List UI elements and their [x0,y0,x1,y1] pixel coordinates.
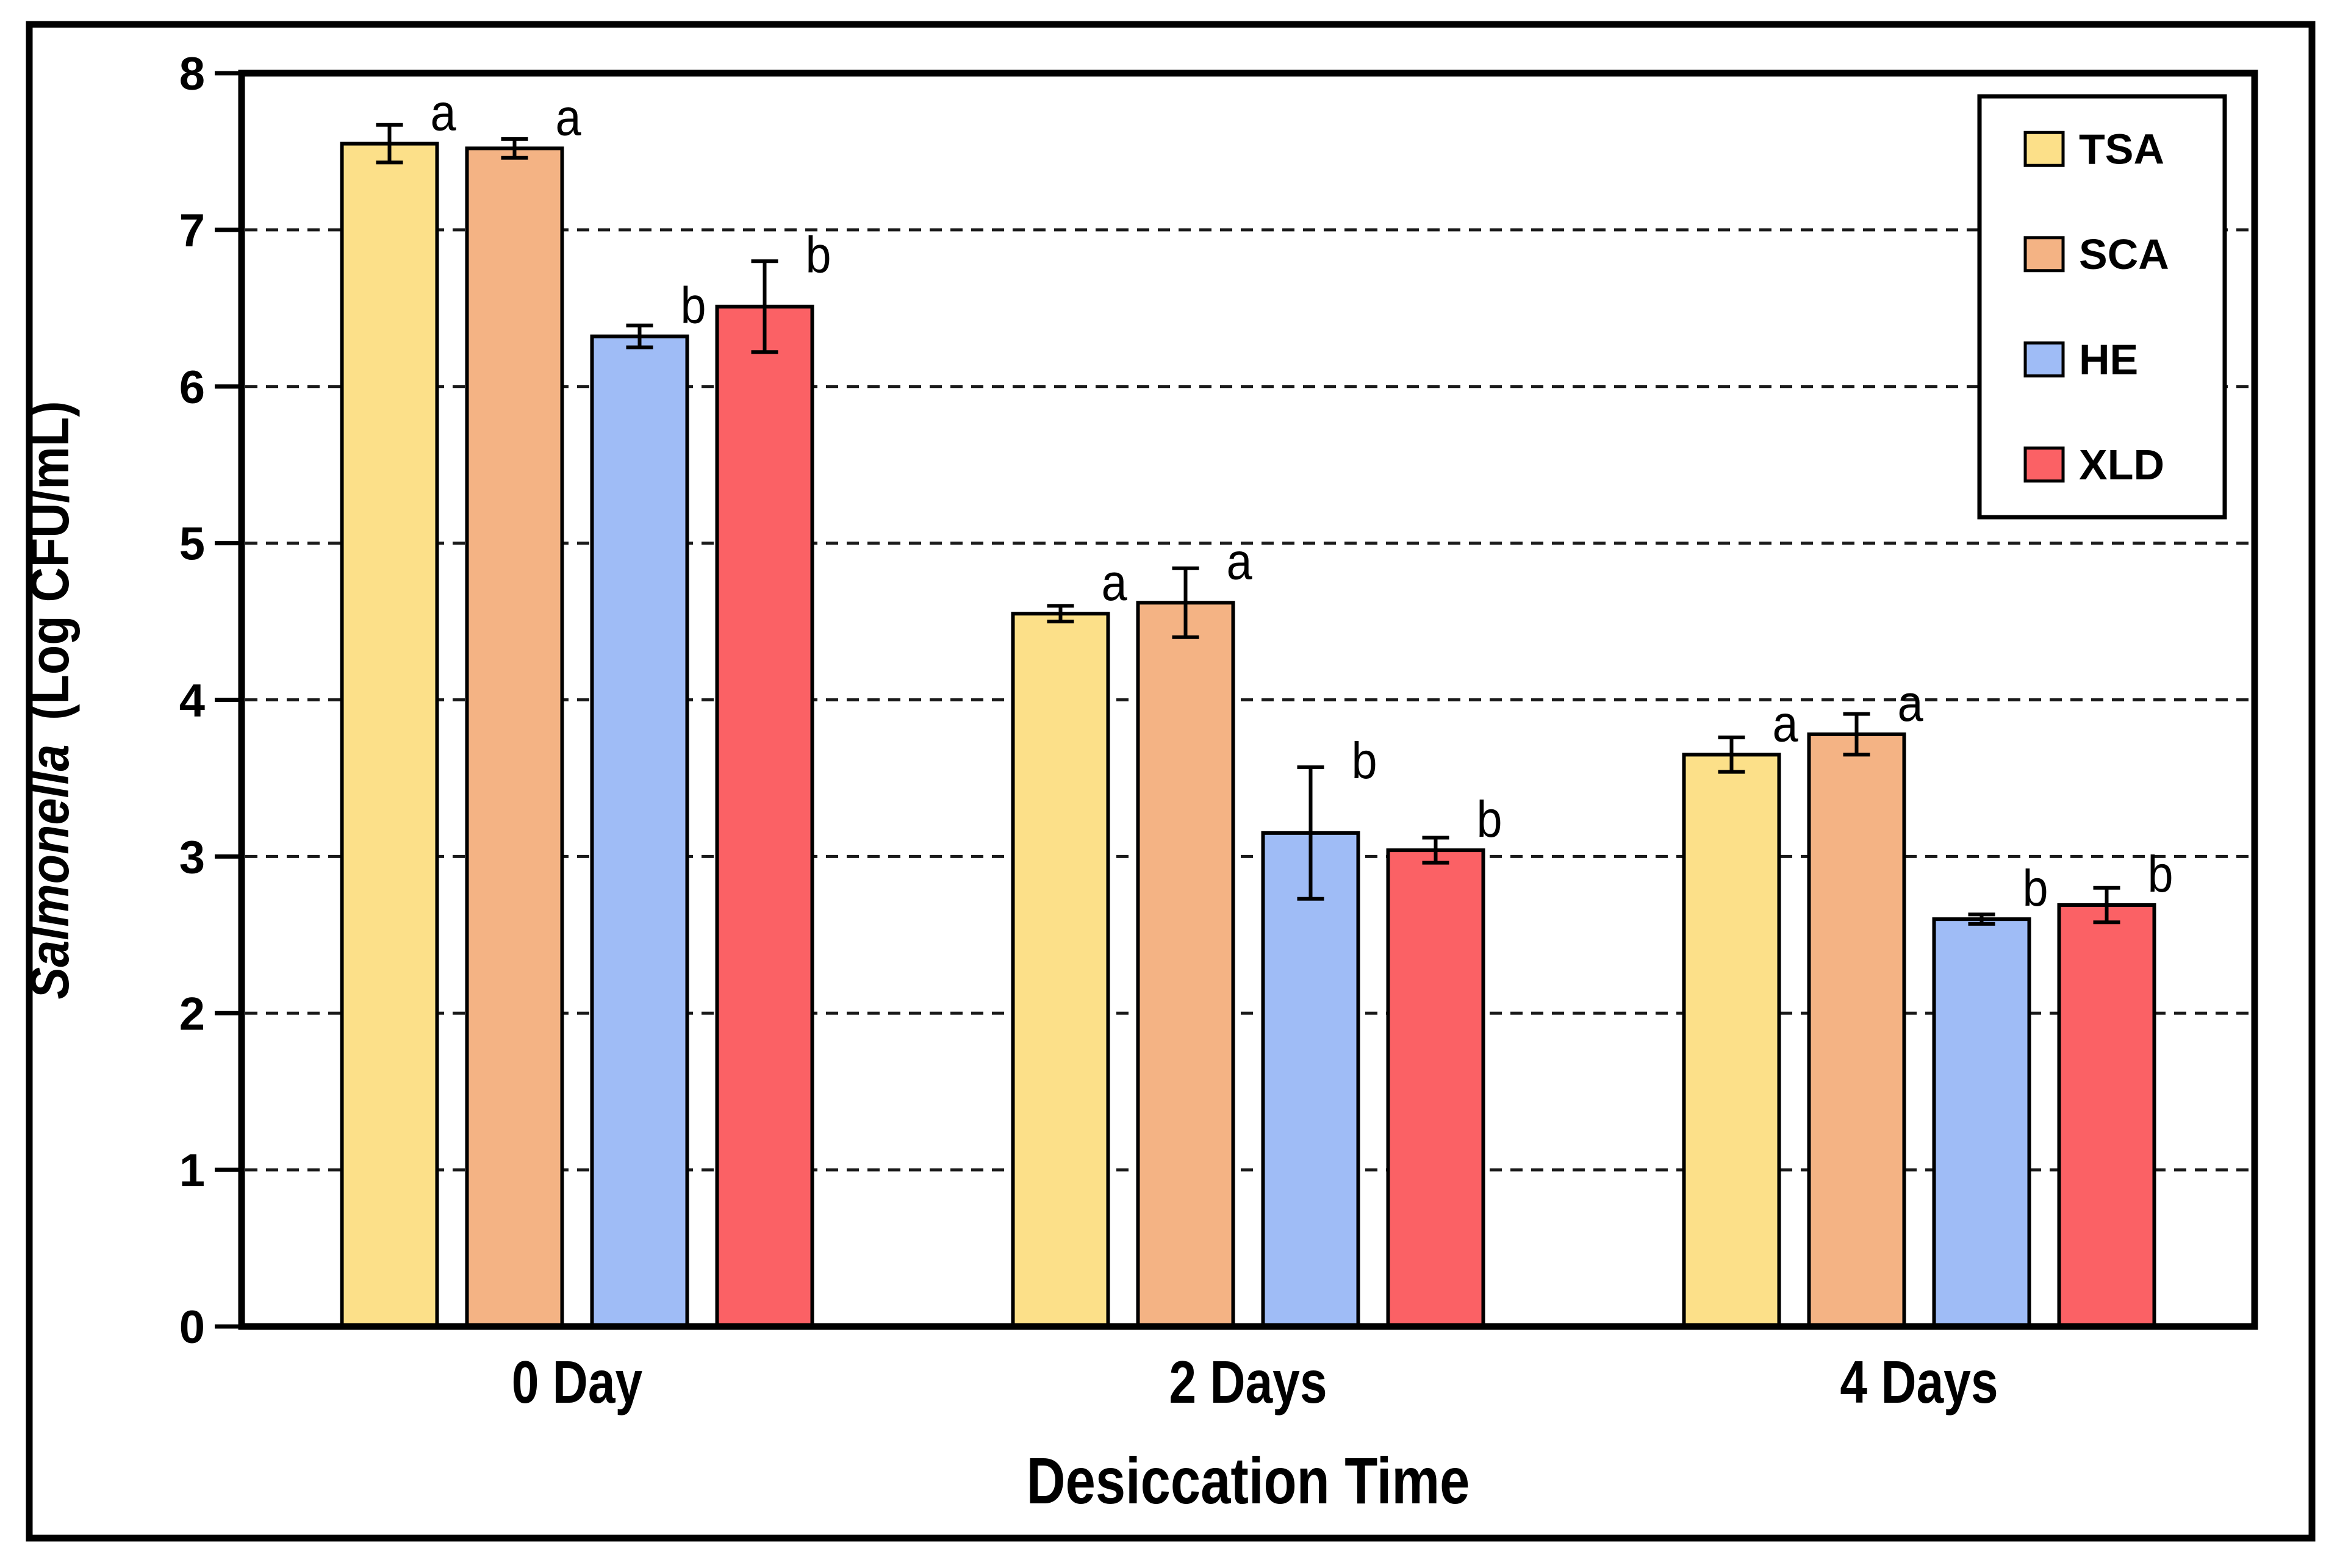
axes-layer: 0 1 2 3 4 5 6 7 8 [179,48,2258,1353]
x-category-label-4-days: 4 Days [1840,1348,1998,1415]
bar-he-0-day [590,334,689,1328]
legend-box [1977,94,2227,520]
x-category-label-0-day: 0 Day [512,1348,643,1415]
gridlines-layer [245,228,2251,1172]
y-tick-label-6: 6 [179,362,205,413]
y-tick-label-5: 5 [179,518,205,570]
sig-letter-sca-4-days: a [1897,675,1923,732]
sig-letter-he-4-days: b [2022,859,2048,917]
bar-sca-0-day [465,146,564,1328]
sig-letter-tsa-0-day: a [430,84,456,141]
bar-sca-4-days [1807,732,1906,1328]
sig-letter-sca-0-day: a [555,89,581,146]
bar-sca-2-days [1136,601,1235,1328]
sig-letter-xld-4-days: b [2147,845,2173,903]
y-tick-label-3: 3 [179,831,205,883]
x-axis-title: Desiccation Time [1027,1444,1470,1517]
y-tick-label-0: 0 [179,1301,205,1353]
legend-label-sca: SCA [2079,231,2169,278]
legend-label-tsa: TSA [2079,125,2164,173]
sig-letter-sca-2-days: a [1226,533,1252,590]
bar-tsa-2-days [1011,612,1110,1328]
legend-swatch-tsa [2023,131,2065,167]
sig-letter-tsa-4-days: a [1772,695,1798,753]
y-tick-label-4: 4 [179,675,205,727]
legend-swatch-xld [2023,446,2065,483]
bar-tsa-0-day [340,141,439,1328]
y-tick-label-1: 1 [179,1145,205,1197]
bars-layer: a a b b a a b b a a b b [340,84,2173,1328]
legend: TSA SCA HE XLD [1977,94,2227,520]
sig-letter-tsa-2-days: a [1101,554,1127,612]
legend-swatch-he [2023,341,2065,378]
sig-letter-xld-2-days: b [1476,790,1502,848]
bar-xld-0-day [715,304,814,1328]
legend-swatch-sca [2023,236,2065,273]
sig-letter-xld-0-day: b [805,226,831,284]
bar-he-2-days [1261,831,1360,1328]
sig-letter-he-2-days: b [1351,732,1377,789]
x-category-label-2-days: 2 Days [1169,1348,1327,1415]
outer-border [26,21,2316,1542]
legend-label-he: HE [2079,335,2138,383]
y-tick-label-7: 7 [179,205,205,257]
bar-he-4-days [1932,917,2031,1328]
frame-layer [26,21,2316,1542]
sig-letter-he-0-day: b [680,277,706,334]
legend-label-xld: XLD [2079,441,2164,489]
y-tick-label-8: 8 [179,48,205,100]
y-tick-label-2: 2 [179,988,205,1040]
bar-xld-4-days [2057,903,2156,1328]
bar-tsa-4-days [1682,753,1781,1328]
bar-xld-2-days [1386,848,1485,1328]
